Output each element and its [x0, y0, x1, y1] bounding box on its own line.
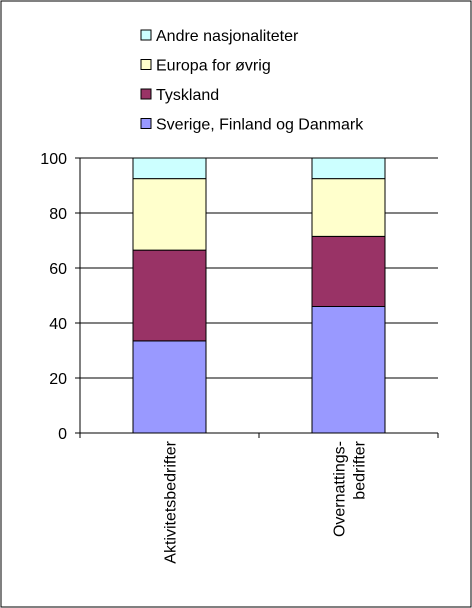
legend-swatch: [140, 88, 152, 100]
bar-segment: [132, 157, 207, 180]
y-tick-label: 100: [40, 151, 67, 168]
legend-label: Europa for øvrig: [156, 58, 271, 75]
y-tick-label: 40: [49, 316, 67, 333]
bar-segment: [132, 340, 207, 434]
legend-label: Tyskland: [156, 87, 219, 104]
x-tick-label-line: Overnattings-: [332, 441, 349, 537]
bar-segment: [132, 249, 207, 342]
bar-segment: [311, 178, 386, 237]
legend-swatch: [140, 29, 152, 41]
bar-segment: [311, 306, 386, 434]
legend-swatch: [140, 118, 152, 129]
legend-swatch: [140, 59, 152, 70]
x-tick-label-line: Aktivitetsbedrifter: [163, 440, 180, 563]
bar-segment: [132, 178, 207, 251]
bar-segment: [311, 235, 386, 307]
x-tick-label: Overnattings-bedrifter: [332, 440, 369, 537]
x-tick-label-line: bedrifter: [352, 440, 369, 499]
y-tick-label: 20: [49, 371, 67, 388]
y-tick-label: 0: [58, 426, 67, 443]
legend-label: Sverige, Finland og Danmark: [156, 117, 364, 134]
x-tick-label: Aktivitetsbedrifter: [163, 440, 180, 563]
legend-label: Andre nasjonaliteter: [156, 28, 299, 45]
y-tick-label: 80: [49, 206, 67, 223]
bar-segment: [311, 157, 386, 180]
y-tick-label: 60: [49, 261, 67, 278]
